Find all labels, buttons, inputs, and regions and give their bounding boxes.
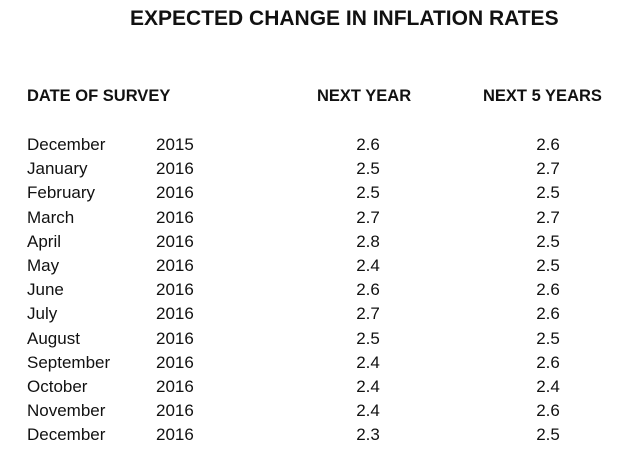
year-cell: 2016	[156, 231, 194, 251]
next-year-value: 2.7	[356, 207, 380, 227]
next-year-value: 2.6	[356, 135, 380, 154]
year-cell: 2016	[156, 401, 194, 421]
table-row: June 2016 2.6 2.6	[0, 278, 639, 302]
next-5-years-value: 2.5	[536, 328, 560, 348]
year-cell: 2016	[156, 183, 194, 203]
year-cell: 2015	[156, 135, 194, 154]
next-year-value: 2.4	[356, 376, 380, 396]
table-row: May 2016 2.4 2.5	[0, 254, 639, 278]
year-cell: 2016	[156, 352, 194, 372]
month-cell: July	[27, 304, 58, 324]
table-row: September 2016 2.4 2.6	[0, 351, 639, 375]
table-row: April 2016 2.8 2.5	[0, 230, 639, 254]
month-cell: November	[27, 401, 106, 421]
next-year-value: 2.7	[356, 304, 380, 324]
year-cell: 2016	[156, 328, 194, 348]
table-row: February 2016 2.5 2.5	[0, 181, 639, 205]
next-5-years-value: 2.7	[536, 207, 560, 227]
month-cell: April	[27, 231, 62, 251]
next-5-years-value: 2.6	[536, 135, 560, 154]
next-year-value: 2.5	[356, 328, 380, 348]
table-row: October 2016 2.4 2.4	[0, 375, 639, 399]
next-year-value: 2.5	[356, 183, 380, 203]
month-cell: March	[27, 207, 75, 227]
month-cell: October	[27, 376, 88, 396]
next-year-value: 2.4	[356, 255, 380, 275]
column-header-next-year: NEXT YEAR	[317, 87, 412, 105]
table-row: November 2016 2.4 2.6	[0, 399, 639, 423]
next-5-years-value: 2.7	[536, 159, 560, 179]
year-cell: 2016	[156, 159, 194, 179]
column-header-next-5-years: NEXT 5 YEARS	[483, 87, 602, 105]
table-row: December 2016 2.3 2.5	[0, 423, 639, 447]
next-5-years-value: 2.6	[536, 401, 560, 421]
next-year-value: 2.8	[356, 231, 380, 251]
next-5-years-value: 2.5	[536, 231, 560, 251]
next-5-years-value: 2.5	[536, 255, 560, 275]
next-5-years-value: 2.5	[536, 425, 560, 445]
year-cell: 2016	[156, 425, 194, 445]
table-row: December 2015 2.6 2.6	[0, 133, 639, 157]
next-5-years-value: 2.5	[536, 183, 560, 203]
next-5-years-value: 2.6	[536, 352, 560, 372]
month-cell: December	[27, 425, 106, 445]
month-cell: May	[27, 255, 60, 275]
next-year-value: 2.4	[356, 352, 380, 372]
month-cell: June	[27, 280, 64, 300]
next-year-value: 2.5	[356, 159, 380, 179]
month-cell: February	[27, 183, 96, 203]
year-cell: 2016	[156, 207, 194, 227]
table-row: March 2016 2.7 2.7	[0, 206, 639, 230]
table-row: August 2016 2.5 2.5	[0, 327, 639, 351]
next-year-value: 2.4	[356, 401, 380, 421]
year-cell: 2016	[156, 376, 194, 396]
month-cell: December	[27, 135, 106, 154]
table-row: July 2016 2.7 2.6	[0, 302, 639, 326]
column-header-date: DATE OF SURVEY	[27, 87, 171, 105]
page-title: EXPECTED CHANGE IN INFLATION RATES	[130, 7, 559, 30]
next-5-years-value: 2.6	[536, 304, 560, 324]
table-row: January 2016 2.5 2.7	[0, 157, 639, 181]
year-cell: 2016	[156, 304, 194, 324]
next-5-years-value: 2.4	[536, 376, 560, 396]
month-cell: September	[27, 352, 111, 372]
survey-table: December 2015 2.6 2.6 January 2016 2.5 2…	[0, 133, 639, 447]
next-5-years-value: 2.6	[536, 280, 560, 300]
next-year-value: 2.3	[356, 425, 380, 445]
month-cell: August	[27, 328, 80, 348]
month-cell: January	[27, 159, 88, 179]
year-cell: 2016	[156, 255, 194, 275]
year-cell: 2016	[156, 280, 194, 300]
next-year-value: 2.6	[356, 280, 380, 300]
